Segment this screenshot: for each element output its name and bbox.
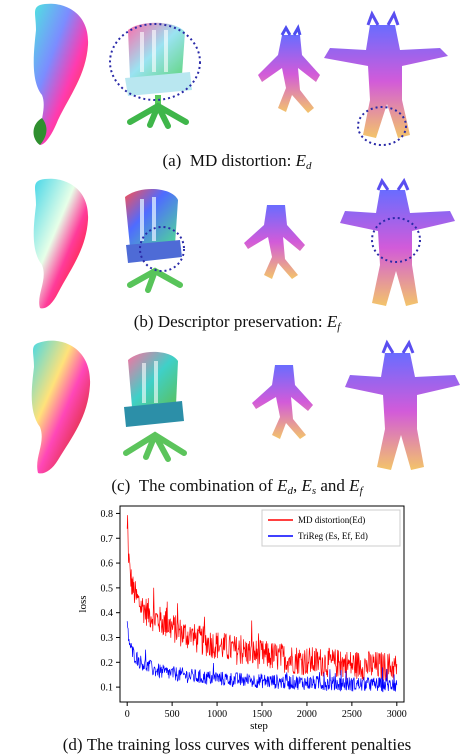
- symbol: E: [301, 476, 312, 495]
- y-tick-label: 0.7: [101, 534, 114, 545]
- caption-text: Descriptor preservation:: [157, 312, 327, 331]
- caption-label: (a): [162, 151, 182, 170]
- caption-b: (b) Descriptor preservation: Ef: [0, 312, 474, 333]
- subscript: s: [311, 485, 317, 497]
- subscript: d: [287, 485, 293, 497]
- legend-label-trireg: TriReg (Es, Ef, Ed): [298, 531, 368, 541]
- x-tick-label: 0: [125, 709, 130, 720]
- panel-b-shapes: [33, 177, 455, 309]
- x-tick-label: 2500: [342, 709, 362, 720]
- y-tick-label: 0.4: [101, 608, 114, 619]
- series-line-md-distortion: [126, 515, 398, 681]
- separator: and: [316, 476, 350, 495]
- symbol: E: [349, 476, 360, 495]
- caption-text: The combination of: [138, 476, 278, 495]
- character-shape-large: [340, 177, 455, 306]
- character-shape-small: [252, 365, 313, 439]
- caption-label: (c): [111, 476, 131, 495]
- separator: ,: [292, 476, 302, 495]
- symbol: E: [326, 312, 338, 331]
- caption-text: The training loss curves with different …: [86, 735, 412, 754]
- y-tick-label: 0.1: [101, 683, 114, 694]
- subscript: d: [306, 160, 312, 172]
- caption-a: (a) MD distortion: Ed: [0, 151, 474, 172]
- y-tick-label: 0.6: [101, 559, 114, 570]
- x-tick-label: 1500: [252, 709, 272, 720]
- caption-text: MD distortion:: [189, 151, 296, 170]
- chair-shape: [125, 189, 183, 293]
- ribbon-shape: [33, 3, 89, 146]
- character-shape-large: [324, 10, 448, 138]
- caption-label: (d): [62, 735, 83, 754]
- ribbon-shape: [31, 340, 91, 474]
- chair-shape: [125, 22, 192, 129]
- x-tick-label: 500: [165, 709, 180, 720]
- character-shape-small: [258, 24, 320, 113]
- x-tick-label: 2000: [297, 709, 317, 720]
- x-tick-label: 1000: [207, 709, 227, 720]
- x-tick-label: 3000: [387, 709, 407, 720]
- caption-label: (b): [133, 312, 154, 331]
- chair-shape: [123, 351, 187, 462]
- panel-c-shapes: [31, 339, 460, 474]
- series-line-trireg: [126, 621, 398, 693]
- legend-label-md: MD distortion(Ed): [298, 515, 365, 525]
- legend: MD distortion(Ed) TriReg (Es, Ef, Ed): [261, 509, 401, 547]
- subscript: f: [359, 485, 363, 497]
- panel-b: (b) Descriptor preservation: Ef: [0, 175, 474, 335]
- character-shape-large: [345, 339, 460, 470]
- x-axis-label: step: [250, 720, 268, 732]
- highlight-circle: [371, 217, 421, 263]
- y-axis-label: loss: [77, 595, 89, 612]
- symbol: E: [277, 476, 288, 495]
- subscript: f: [337, 321, 341, 333]
- y-tick-label: 0.8: [101, 509, 114, 520]
- y-tick-label: 0.3: [101, 633, 114, 644]
- caption-c: (c) The combination of Ed, Es and Ef: [0, 476, 474, 497]
- panel-a: (a) MD distortion: Ed: [0, 0, 474, 172]
- caption-d: (d) The training loss curves with differ…: [0, 735, 474, 755]
- highlight-circle: [139, 226, 185, 272]
- panel-d: 0 500 1000 1500 2000 2500 3000 0.1 0.2 0.3 0.4 0.5 0…: [0, 500, 474, 756]
- loss-chart: 0 500 1000 1500 2000 2500 3000 0.1 0.2 0.3 0.4 0.5 0…: [77, 505, 407, 732]
- y-tick-label: 0.2: [101, 658, 114, 669]
- symbol: E: [295, 151, 307, 170]
- highlight-circle: [109, 23, 201, 101]
- ribbon-shape: [33, 178, 89, 309]
- character-shape-small: [244, 205, 305, 279]
- y-tick-label: 0.5: [101, 583, 114, 594]
- highlight-circle: [357, 106, 407, 146]
- panel-c: (c) The combination of Ed, Es and Ef: [0, 335, 474, 500]
- panel-a-shapes: [33, 3, 448, 146]
